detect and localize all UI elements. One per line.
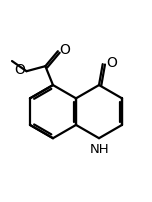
Text: NH: NH	[90, 143, 110, 156]
Text: O: O	[106, 56, 117, 70]
Text: O: O	[14, 63, 25, 77]
Text: O: O	[60, 43, 71, 57]
